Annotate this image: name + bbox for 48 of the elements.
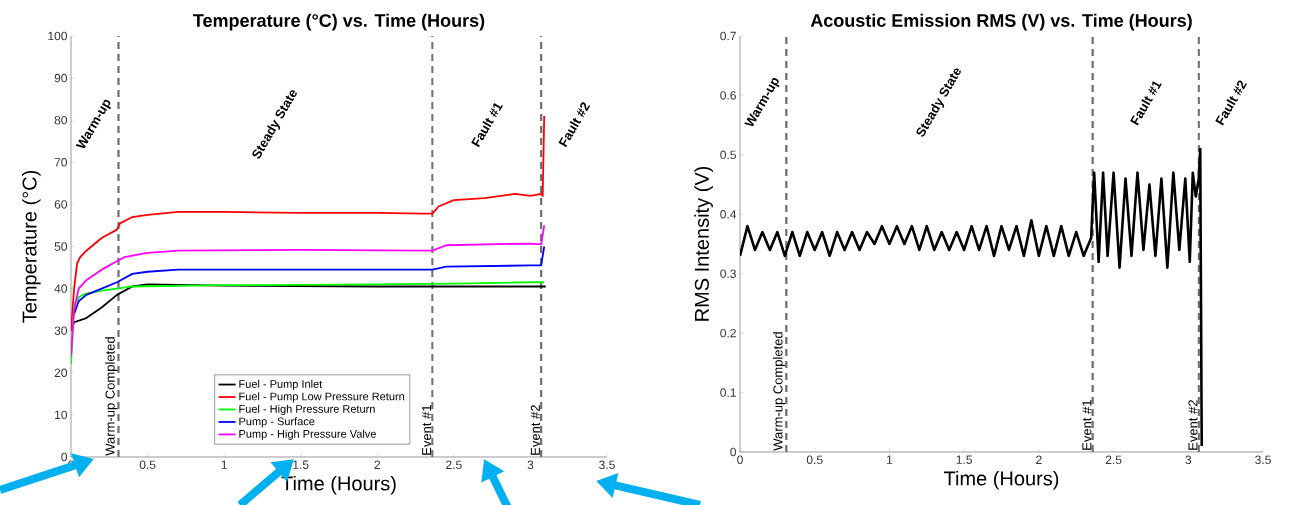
legend-label: Pump - Surface — [239, 417, 315, 428]
ref-line-label: Event #2 — [1188, 400, 1198, 450]
x-tick-label: 2.5 — [1105, 455, 1122, 465]
y-tick-label: 0 — [730, 447, 737, 457]
x-tick-label: 3 — [527, 460, 534, 470]
x-tick-label: 2.5 — [446, 460, 462, 470]
y-tick-label: 90 — [54, 73, 68, 83]
y-axis-title: RMS Intensity (V) — [694, 166, 713, 321]
y-tick-label: 0.3 — [720, 269, 736, 278]
ref-line-label: Event #2 — [530, 405, 540, 455]
x-tick-label: 1 — [887, 455, 893, 464]
y-tick-label: 70 — [54, 158, 68, 167]
y-tick-label: 0.1 — [720, 388, 736, 397]
y-tick-label: 60 — [54, 200, 68, 209]
x-tick-label: 3.5 — [1255, 455, 1271, 465]
y-tick-label: 0.4 — [720, 210, 737, 219]
legend-label: Fuel - High Pressure Return — [239, 404, 375, 415]
x-tick-label: 1 — [221, 460, 227, 469]
x-tick-label: 3.5 — [599, 460, 615, 470]
x-tick-label: 0.5 — [806, 455, 823, 465]
legend-label: Fuel - Pump Inlet — [239, 379, 323, 391]
y-tick-label: 0.2 — [720, 328, 736, 338]
x-tick-label: 3 — [1185, 455, 1192, 465]
y-tick-label: 40 — [54, 284, 68, 293]
y-tick-label: 0.6 — [720, 91, 736, 100]
x-tick-label: 0.5 — [139, 460, 156, 470]
y-tick-label: 100 — [48, 31, 68, 41]
chart-title: Temperature (°C) vs. Time (Hours) — [193, 13, 485, 31]
legend-label: Pump - High Pressure Valve — [239, 429, 376, 440]
ref-line-label: Warm-up Completed — [773, 332, 786, 451]
y-tick-label: 20 — [54, 368, 68, 378]
ref-line-label: Event #1 — [1082, 400, 1092, 450]
x-tick-label: 1.5 — [293, 460, 309, 469]
y-tick-label: 10 — [55, 410, 68, 420]
legend-label: Fuel - Pump Low Pressure Return — [239, 392, 405, 403]
x-tick-label: 2 — [374, 460, 381, 469]
chart-title: Acoustic Emission RMS (V) vs. Time (Hours) — [810, 13, 1192, 31]
x-axis-title: Time (Hours) — [943, 470, 1059, 490]
y-axis-title: Temperature (°C) — [21, 170, 41, 323]
x-tick-label: 2 — [1036, 455, 1042, 464]
x-tick-label: 1.5 — [956, 455, 972, 464]
y-tick-label: 0.7 — [720, 31, 736, 41]
ref-line-label: Event #1 — [422, 405, 432, 455]
ref-line-label: Warm-up Completed — [105, 337, 118, 456]
y-tick-label: 0.5 — [720, 150, 736, 160]
y-tick-label: 80 — [54, 115, 68, 125]
y-tick-label: 50 — [54, 242, 68, 251]
y-tick-label: 30 — [54, 326, 68, 335]
